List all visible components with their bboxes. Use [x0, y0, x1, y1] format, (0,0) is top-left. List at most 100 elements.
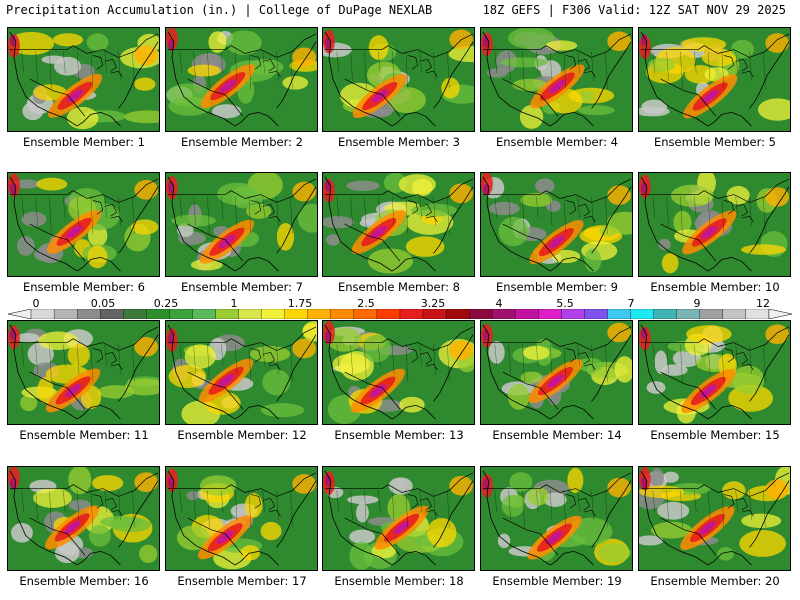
ensemble-member-map [322, 320, 475, 425]
colorbar-high-arrow [768, 309, 792, 319]
colorbar-segment [215, 309, 239, 319]
ensemble-member-caption: Ensemble Member: 5 [654, 135, 776, 149]
precip-map [639, 28, 790, 131]
ensemble-member-map [322, 27, 475, 132]
colorbar-tick-label: 9 [693, 297, 701, 310]
colorbar-segment [538, 309, 562, 319]
ensemble-member-map [165, 172, 318, 277]
colorbar-segment [722, 309, 747, 319]
colorbar-segment [445, 309, 470, 319]
ensemble-member-map [480, 320, 633, 425]
ensemble-member-caption: Ensemble Member: 12 [177, 428, 307, 442]
colorbar-segment [584, 309, 608, 319]
colorbar-segment [676, 309, 700, 319]
ensemble-member-caption: Ensemble Member: 19 [492, 574, 622, 588]
precip-map [8, 173, 159, 276]
ensemble-member-caption: Ensemble Member: 8 [338, 280, 460, 294]
colorbar-tick-label: 0.05 [90, 297, 116, 310]
ensemble-member-map [638, 27, 791, 132]
ensemble-member-map [480, 466, 633, 571]
precip-map [481, 467, 632, 570]
ensemble-member-map [7, 320, 160, 425]
precip-map [639, 321, 790, 424]
ensemble-member-map [7, 27, 160, 132]
ensemble-member-map [638, 320, 791, 425]
ensemble-member-caption: Ensemble Member: 7 [181, 280, 303, 294]
colorbar-segment [515, 309, 539, 319]
precip-map [8, 321, 159, 424]
precip-map [323, 467, 474, 570]
ensemble-member-map [480, 27, 633, 132]
ensemble-member-map [7, 172, 160, 277]
colorbar-tick-label: 1.75 [287, 297, 313, 310]
precip-map [166, 467, 317, 570]
ensemble-member-caption: Ensemble Member: 2 [181, 135, 303, 149]
colorbar-tick-label: 7 [627, 297, 635, 310]
ensemble-member-map [7, 466, 160, 571]
colorbar-segment [422, 309, 447, 319]
precip-map [481, 173, 632, 276]
colorbar-tick-label: 12 [756, 297, 770, 310]
colorbar-segment [307, 309, 331, 319]
colorbar-low-arrow [8, 309, 32, 319]
colorbar-legend: 0 0.05 0.25 1 1.75 2.5 3.25 4 5.5 7 9 12 [0, 296, 800, 319]
colorbar-segment [653, 309, 677, 319]
ensemble-member-map [165, 466, 318, 571]
ensemble-member-caption: Ensemble Member: 3 [338, 135, 460, 149]
colorbar-tick-label: 0.25 [153, 297, 179, 310]
precip-map [8, 28, 159, 131]
ensemble-member-caption: Ensemble Member: 6 [23, 280, 145, 294]
ensemble-member-caption: Ensemble Member: 15 [650, 428, 780, 442]
precip-map [166, 28, 317, 131]
ensemble-member-caption: Ensemble Member: 17 [177, 574, 307, 588]
precip-map [323, 28, 474, 131]
ensemble-member-map [165, 27, 318, 132]
colorbar-segment [376, 309, 401, 319]
colorbar-segment [607, 309, 631, 319]
precip-map [323, 321, 474, 424]
colorbar [8, 309, 792, 319]
ensemble-member-caption: Ensemble Member: 18 [334, 574, 464, 588]
colorbar-segment [699, 309, 723, 319]
precip-map [323, 173, 474, 276]
ensemble-member-map [322, 466, 475, 571]
colorbar-segment [261, 309, 285, 319]
colorbar-segment [399, 309, 424, 319]
colorbar-segment [561, 309, 585, 319]
ensemble-member-map [480, 172, 633, 277]
precip-map [639, 467, 790, 570]
colorbar-segment [53, 309, 78, 319]
colorbar-segment [469, 309, 493, 319]
colorbar-segment [330, 309, 355, 319]
precip-map [481, 321, 632, 424]
ensemble-member-map [638, 466, 791, 571]
colorbar-segment [745, 309, 770, 319]
colorbar-segment [353, 309, 378, 319]
colorbar-tick-label: 1 [230, 297, 238, 310]
ensemble-member-caption: Ensemble Member: 11 [19, 428, 149, 442]
ensemble-member-caption: Ensemble Member: 20 [650, 574, 780, 588]
chart-title: Precipitation Accumulation (in.) | Colle… [6, 3, 433, 17]
colorbar-segment [284, 309, 308, 319]
colorbar-tick-label: 4 [495, 297, 503, 310]
colorbar-tick-label: 2.5 [357, 297, 375, 310]
precip-map [639, 173, 790, 276]
ensemble-member-map [638, 172, 791, 277]
colorbar-segment [492, 309, 516, 319]
precip-map [481, 28, 632, 131]
ensemble-member-caption: Ensemble Member: 1 [23, 135, 145, 149]
ensemble-member-caption: Ensemble Member: 14 [492, 428, 622, 442]
ensemble-member-caption: Ensemble Member: 4 [496, 135, 618, 149]
precip-map [166, 321, 317, 424]
colorbar-segment [100, 309, 124, 319]
colorbar-tick-label: 0 [32, 297, 40, 310]
ensemble-member-map [165, 320, 318, 425]
ensemble-member-caption: Ensemble Member: 16 [19, 574, 149, 588]
colorbar-segment [146, 309, 170, 319]
colorbar-segment [169, 309, 193, 319]
colorbar-segment [192, 309, 216, 319]
precip-map [166, 173, 317, 276]
ensemble-member-caption: Ensemble Member: 10 [650, 280, 780, 294]
colorbar-tick-label: 5.5 [556, 297, 574, 310]
ensemble-member-caption: Ensemble Member: 9 [496, 280, 618, 294]
